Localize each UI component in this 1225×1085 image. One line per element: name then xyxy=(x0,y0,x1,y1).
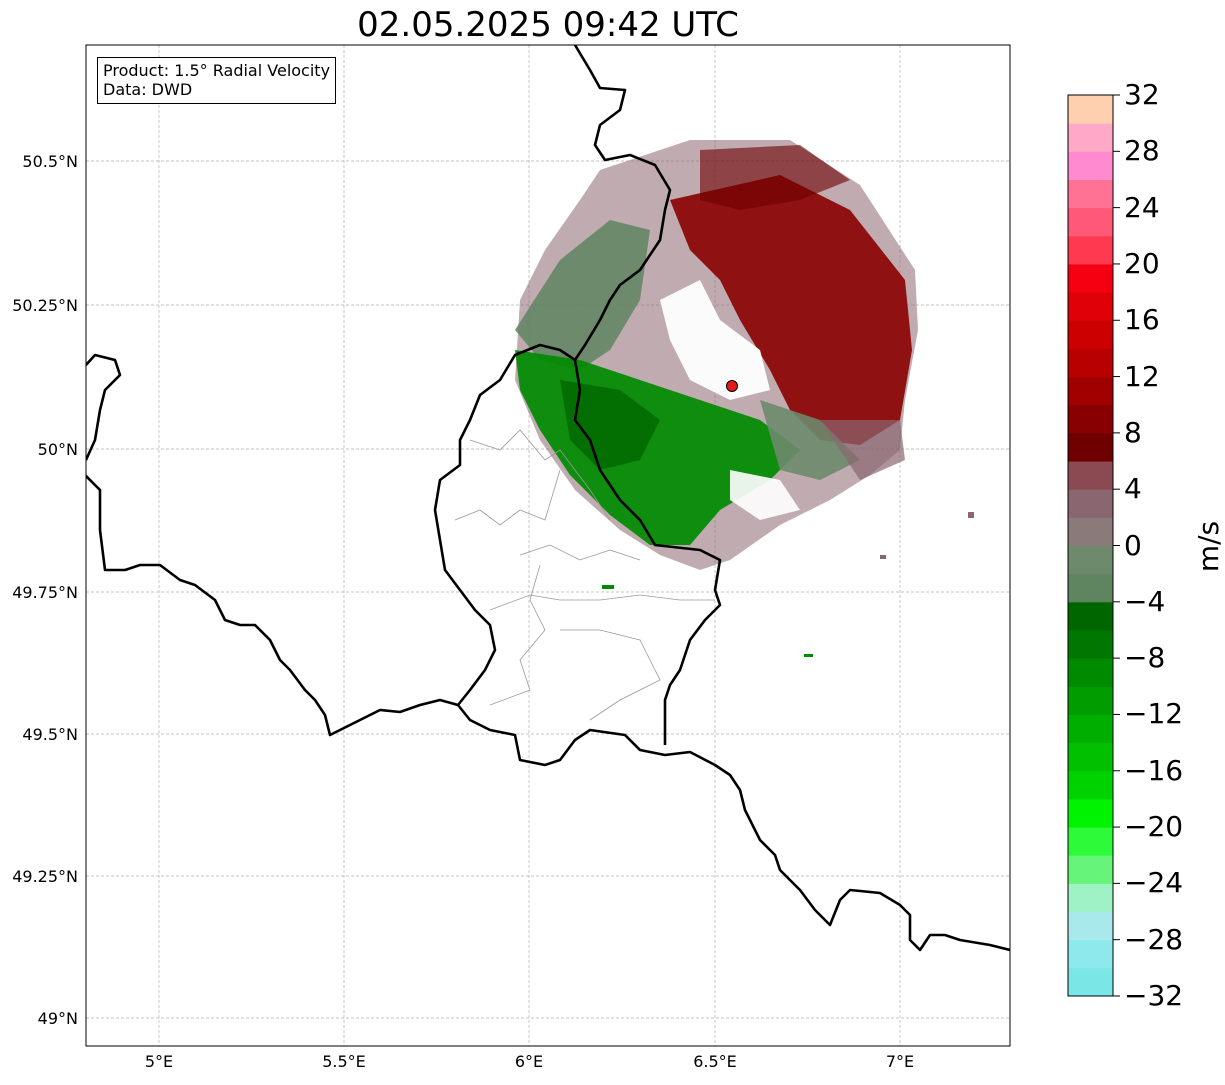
radar-site-marker xyxy=(726,380,738,392)
colorbar-tick-label: −8 xyxy=(1124,641,1166,675)
colorbar-cell xyxy=(1068,967,1113,997)
colorbar-cell xyxy=(1068,798,1113,828)
national-borders xyxy=(86,45,1010,952)
lon-tick-labels: 5°E 5.5°E 6°E 6.5°E 7°E xyxy=(145,1052,914,1071)
colorbar-tick-label: 24 xyxy=(1124,190,1160,224)
colorbar-cell xyxy=(1068,545,1113,575)
colorbar-cell xyxy=(1068,742,1113,772)
lon-tick-label: 7°E xyxy=(886,1052,914,1071)
colorbar-ticks xyxy=(1113,94,1120,997)
colorbar-tick-label: 32 xyxy=(1124,78,1160,111)
colorbar-tick-label: −12 xyxy=(1124,697,1184,731)
colorbar-tick-label: 4 xyxy=(1124,472,1142,506)
colorbar-cell xyxy=(1068,686,1113,715)
colorbar-cell xyxy=(1068,489,1113,518)
colorbar-cell xyxy=(1068,263,1113,293)
lon-tick-label: 6.5°E xyxy=(693,1052,737,1071)
colorbar-cell xyxy=(1068,658,1113,687)
colorbar-tick-label: 20 xyxy=(1124,246,1160,280)
colorbar-cell xyxy=(1068,573,1113,603)
colorbar-tick-label: −16 xyxy=(1124,753,1184,787)
data-source-label: Data: DWD xyxy=(103,80,193,99)
lat-tick-label: 50°N xyxy=(38,440,78,459)
colorbar-cell xyxy=(1068,939,1113,969)
colorbar-tick-label: −4 xyxy=(1124,584,1166,618)
colorbar-cell xyxy=(1068,461,1113,490)
lat-tick-label: 49.25°N xyxy=(12,867,78,886)
colorbar-cell xyxy=(1068,123,1113,152)
colorbar-cell xyxy=(1068,911,1113,941)
colorbar-cell xyxy=(1068,770,1113,800)
colorbar-cell xyxy=(1068,404,1113,434)
colorbar-cell xyxy=(1068,629,1113,659)
lat-tick-label: 49.5°N xyxy=(22,725,78,744)
colorbar-cell xyxy=(1068,95,1113,124)
district-borders xyxy=(454,429,715,721)
colorbar-tick-label: −28 xyxy=(1124,922,1184,956)
colorbar-cell xyxy=(1068,517,1113,546)
radar-echo-field xyxy=(515,140,974,657)
colorbar-cell xyxy=(1068,348,1113,378)
colorbar-tick-label: −32 xyxy=(1124,979,1184,1012)
map-title: 02.05.2025 09:42 UTC xyxy=(357,5,739,45)
colorbar xyxy=(1068,95,1113,997)
product-info-box: Product: 1.5° Radial Velocity Data: DWD xyxy=(97,57,337,104)
colorbar-tick-label: 8 xyxy=(1124,415,1142,449)
colorbar-cell xyxy=(1068,855,1113,884)
lat-tick-label: 49°N xyxy=(38,1009,78,1028)
colorbar-cell xyxy=(1068,432,1113,462)
colorbar-tick-label: 16 xyxy=(1124,303,1160,337)
colorbar-cell xyxy=(1068,179,1113,209)
plot-frame xyxy=(85,44,1011,1047)
colorbar-cell xyxy=(1068,292,1113,321)
colorbar-cell xyxy=(1068,235,1113,265)
colorbar-cell xyxy=(1068,601,1113,631)
colorbar-tick-label: 12 xyxy=(1124,359,1160,393)
lat-tick-labels: 50.5°N 50.25°N 50°N 49.75°N 49.5°N 49.25… xyxy=(12,152,78,1028)
lon-tick-label: 6°E xyxy=(515,1052,543,1071)
colorbar-cell xyxy=(1068,714,1113,744)
colorbar-cell xyxy=(1068,883,1113,913)
colorbar-cell xyxy=(1068,320,1113,349)
colorbar-unit-label: m/s xyxy=(1192,520,1225,573)
lon-tick-label: 5°E xyxy=(145,1052,173,1071)
colorbar-cell xyxy=(1068,151,1113,180)
colorbar-cell xyxy=(1068,207,1113,237)
lon-tick-label: 5.5°E xyxy=(322,1052,366,1071)
lat-tick-label: 50.5°N xyxy=(22,152,78,171)
product-label: Product: 1.5° Radial Velocity xyxy=(103,61,331,80)
colorbar-tick-label: 0 xyxy=(1124,528,1142,562)
colorbar-tick-label: 28 xyxy=(1124,134,1160,168)
colorbar-cell xyxy=(1068,376,1113,406)
lat-tick-label: 50.25°N xyxy=(12,296,78,315)
colorbar-tick-label: −24 xyxy=(1124,866,1184,900)
lat-tick-label: 49.75°N xyxy=(12,583,78,602)
colorbar-cell xyxy=(1068,827,1113,856)
colorbar-tick-label: −20 xyxy=(1124,810,1184,844)
